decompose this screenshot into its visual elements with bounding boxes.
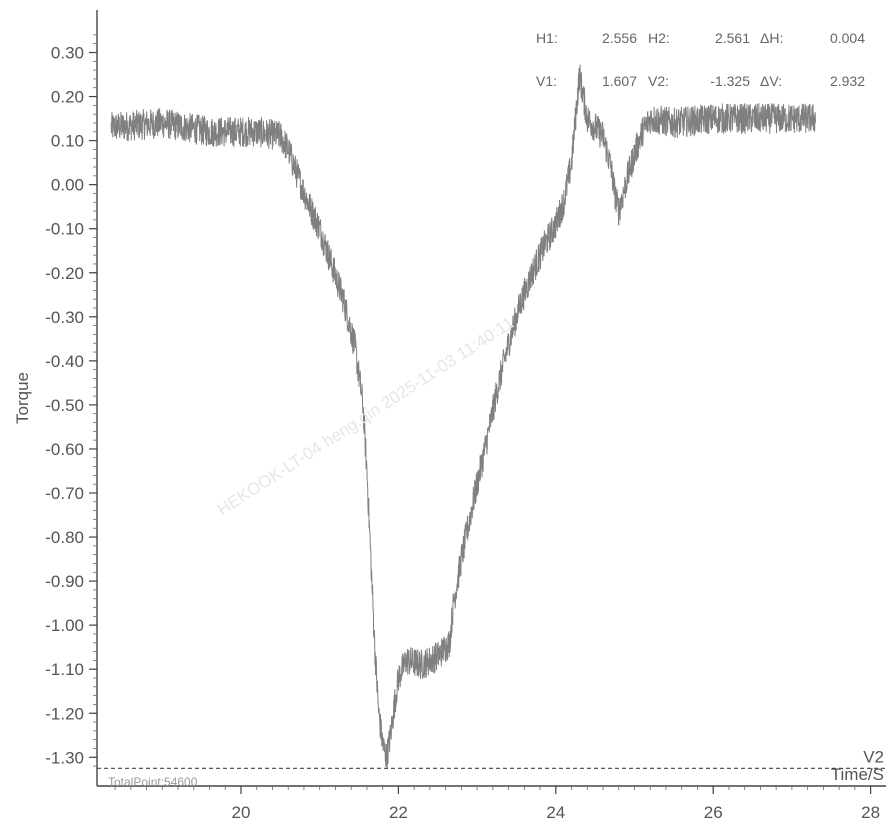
cursor-readouts: H1: 2.556 H2: 2.561 ΔH: 0.004 V1: 1.607 …	[536, 30, 865, 89]
y-tick-label: -0.20	[45, 264, 84, 283]
h2-value: 2.561	[715, 30, 750, 46]
h1-label: H1:	[536, 30, 558, 46]
y-tick-label: -0.90	[45, 572, 84, 591]
x-tick-label: 24	[546, 803, 565, 822]
x-axis-ticks: 20 22 24 26 28	[232, 786, 880, 822]
x-tick-label: 20	[232, 803, 251, 822]
y-tick-label: -1.20	[45, 704, 84, 723]
watermark: HEKOOK-LT-04 heng.qin 2025-11-03 11:40:1…	[214, 313, 517, 519]
torque-series-line	[110, 64, 817, 770]
y-tick-label: 0.10	[51, 132, 84, 151]
v1-label: V1:	[536, 73, 557, 89]
h1-value: 2.556	[602, 30, 637, 46]
y-tick-label: 0.20	[51, 88, 84, 107]
dv-label: ΔV:	[760, 73, 782, 89]
y-tick-label: -0.60	[45, 440, 84, 459]
y-tick-label: 0.00	[51, 176, 84, 195]
total-point-label: TotalPoint:54600	[108, 775, 198, 789]
y-tick-label: -1.30	[45, 748, 84, 767]
v2-cursor-label: V2	[863, 747, 884, 766]
x-axis-title: Time/S	[831, 765, 884, 784]
y-tick-label: -1.10	[45, 660, 84, 679]
dh-label: ΔH:	[760, 30, 783, 46]
x-tick-label: 26	[704, 803, 723, 822]
dv-value: 2.932	[830, 73, 865, 89]
y-tick-label: -0.50	[45, 396, 84, 415]
v1-value: 1.607	[602, 73, 637, 89]
v2-label: V2:	[648, 73, 669, 89]
plot-area	[110, 64, 817, 770]
y-tick-label: 0.30	[51, 44, 84, 63]
y-tick-label: -0.40	[45, 352, 84, 371]
y-tick-label: -0.30	[45, 308, 84, 327]
y-tick-label: -0.70	[45, 484, 84, 503]
x-tick-label: 22	[389, 803, 408, 822]
x-tick-label: 28	[861, 803, 880, 822]
h2-label: H2:	[648, 30, 670, 46]
y-axis-ticks: 0.30 0.20 0.10 0.00 -0.10 -0.20 -0.30 -0.40 -0.5…	[45, 44, 97, 767]
x-axis-minor-ticks	[114, 786, 871, 790]
dh-value: 0.004	[830, 30, 865, 46]
y-tick-label: -0.10	[45, 220, 84, 239]
y-tick-label: -0.80	[45, 528, 84, 547]
y-tick-label: -1.00	[45, 616, 84, 635]
v2-value: -1.325	[710, 73, 750, 89]
y-axis-title: Torque	[13, 372, 32, 424]
